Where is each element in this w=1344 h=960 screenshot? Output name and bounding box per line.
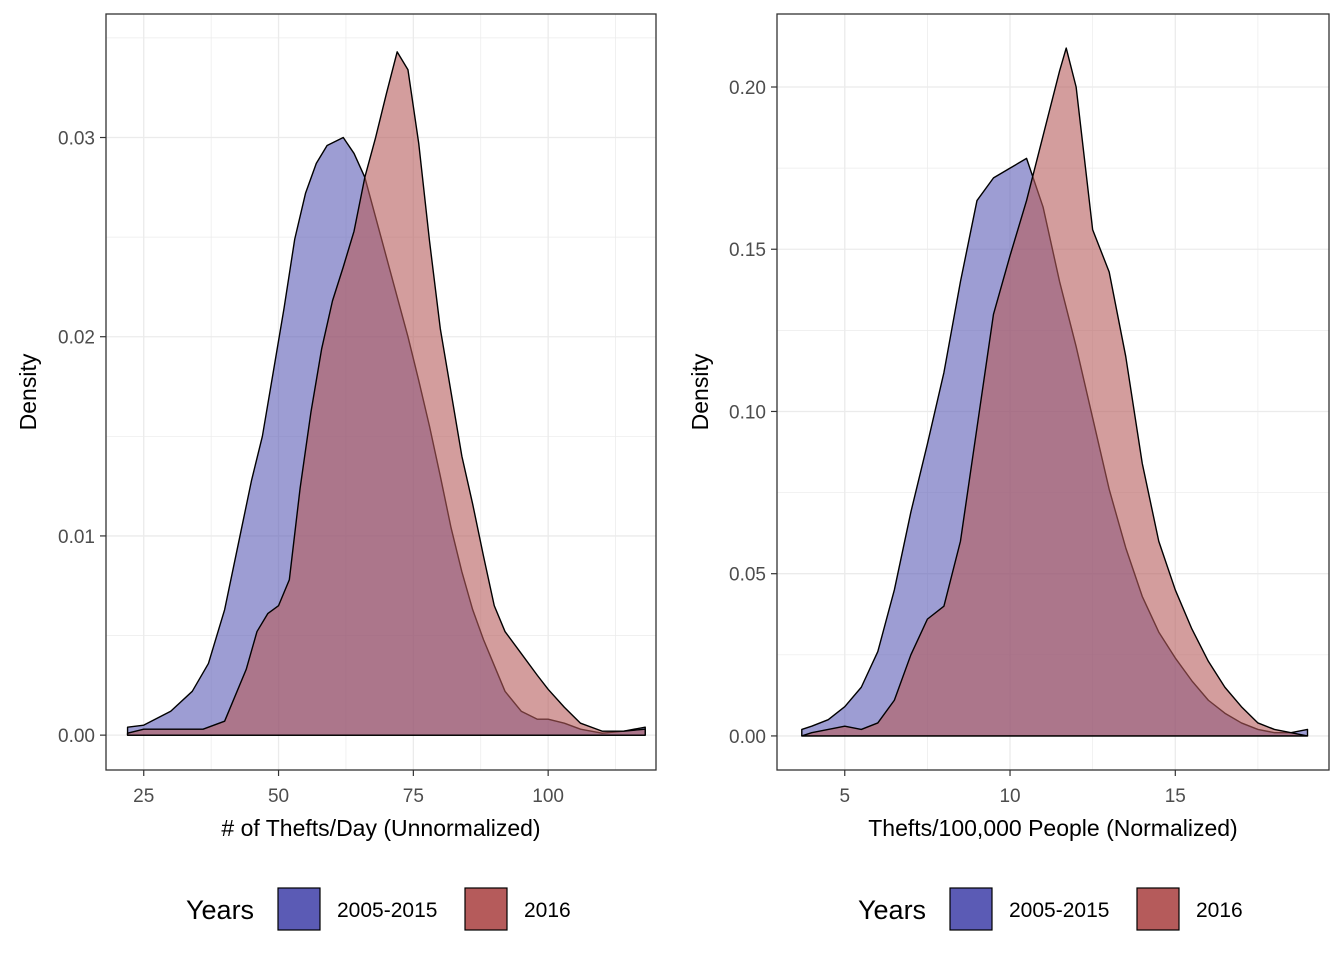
left-density-area-2016: [126, 51, 646, 736]
y-tick-label: 0.15: [729, 240, 766, 261]
right-density-panel: 5 10 15 0.00 0.05 0.10 0.15 0.20 Thefts/100,00…: [687, 13, 1330, 931]
right-legend-label-2005-2015: 2005-2015: [1009, 899, 1109, 922]
left-y-axis-title: Density: [15, 353, 41, 430]
left-legend-key-2005-2015: [277, 887, 321, 931]
x-tick-label: 50: [268, 786, 289, 807]
right-density-area-2016: [801, 47, 1309, 737]
right-y-axis-title: Density: [687, 353, 713, 430]
y-tick-label: 0.03: [58, 129, 95, 150]
x-tick-label: 10: [999, 786, 1020, 807]
left-legend-title: Years: [186, 895, 254, 925]
right-x-axis-title: Thefts/100,000 People (Normalized): [868, 815, 1237, 841]
y-tick-label: 0.10: [729, 402, 766, 423]
left-plot-border: [105, 13, 657, 771]
left-x-axis-title: # of Thefts/Day (Unnormalized): [221, 815, 540, 841]
right-density-areas: [801, 47, 1309, 737]
y-tick-label: 0.02: [58, 328, 95, 349]
left-density-panel: 25 50 75 100 0.00 0.01 0.02 0.03 # of Thefts/D…: [15, 13, 657, 931]
right-legend-label-2016: 2016: [1196, 899, 1243, 922]
right-x-axis: 5 10 15: [839, 770, 1186, 807]
left-legend-label-2005-2015: 2005-2015: [337, 899, 437, 922]
right-y-axis: 0.00 0.05 0.10 0.15 0.20: [729, 78, 777, 748]
x-tick-label: 100: [532, 786, 564, 807]
y-tick-label: 0.20: [729, 78, 766, 99]
left-x-axis: 25 50 75 100: [133, 770, 564, 807]
y-tick-label: 0.05: [729, 565, 766, 586]
y-tick-label: 0.01: [58, 527, 95, 548]
y-tick-label: 0.00: [58, 726, 95, 747]
x-tick-label: 15: [1165, 786, 1186, 807]
x-tick-label: 5: [839, 786, 850, 807]
right-plot-border: [776, 13, 1330, 771]
y-tick-label: 0.00: [729, 727, 766, 748]
right-legend-key-2016: [1136, 887, 1180, 931]
left-legend-key-2016: [464, 887, 508, 931]
right-legend-title: Years: [858, 895, 926, 925]
x-tick-label: 75: [403, 786, 424, 807]
left-y-axis: 0.00 0.01 0.02 0.03: [58, 129, 106, 747]
left-legend-label-2016: 2016: [524, 899, 571, 922]
right-legend: Years 2005-2015 2016: [858, 887, 1243, 931]
x-tick-label: 25: [133, 786, 154, 807]
right-legend-key-2005-2015: [949, 887, 993, 931]
left-legend: Years 2005-2015 2016: [186, 887, 571, 931]
left-density-areas: [126, 51, 646, 736]
